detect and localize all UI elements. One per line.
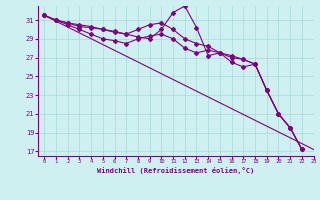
X-axis label: Windchill (Refroidissement éolien,°C): Windchill (Refroidissement éolien,°C) [97, 167, 255, 174]
